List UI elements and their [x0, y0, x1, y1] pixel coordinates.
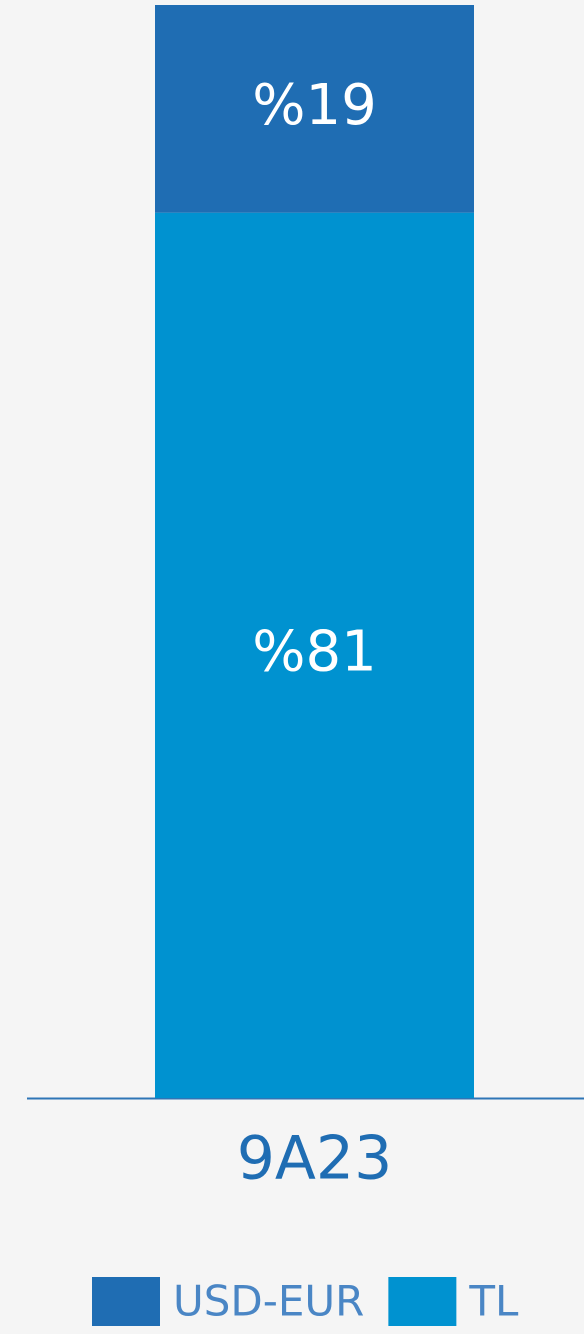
bar-segment — [155, 212, 474, 1099]
legend-label: USD-EUR — [173, 1277, 364, 1326]
x-tick-label: 9A23 — [237, 1124, 393, 1194]
bar-segment — [155, 5, 474, 213]
legend-swatch — [388, 1277, 457, 1326]
data-label: %19 — [252, 73, 376, 138]
legend-label: TL — [468, 1277, 519, 1326]
legend-swatch — [92, 1277, 160, 1326]
data-label: %81 — [252, 619, 376, 684]
